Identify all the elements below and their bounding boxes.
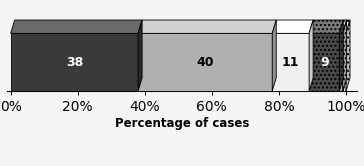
Bar [343,33,346,91]
Polygon shape [272,20,276,91]
Polygon shape [343,20,350,33]
Polygon shape [138,20,142,91]
Polygon shape [272,20,313,33]
Text: 40: 40 [197,56,214,69]
Bar [272,33,309,91]
Polygon shape [309,20,343,33]
Text: 11: 11 [282,56,300,69]
Bar [309,33,339,91]
Polygon shape [11,20,142,33]
Text: 38: 38 [66,56,83,69]
Bar [138,33,272,91]
Bar [11,33,138,91]
Polygon shape [346,20,350,91]
Polygon shape [138,20,276,33]
Polygon shape [339,20,347,33]
Text: 9: 9 [320,56,328,69]
Polygon shape [343,20,347,91]
Polygon shape [339,20,343,91]
Bar [339,33,343,91]
Polygon shape [309,20,313,91]
X-axis label: Percentage of cases: Percentage of cases [115,117,249,130]
